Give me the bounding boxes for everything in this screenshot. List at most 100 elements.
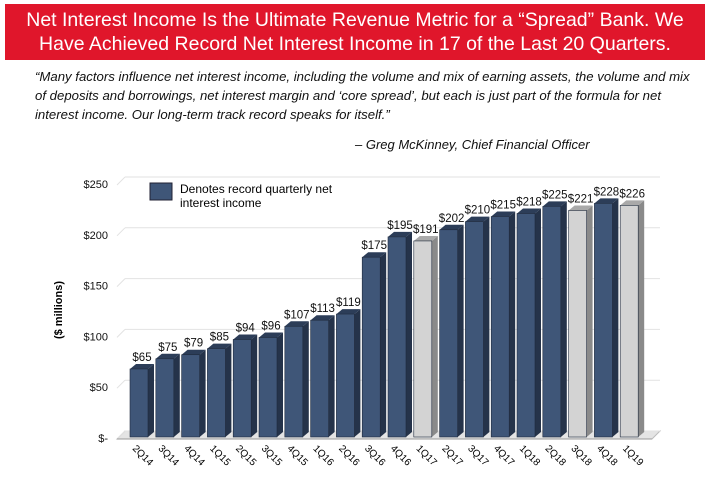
- data-label: $226: [619, 188, 645, 200]
- bar: [465, 221, 484, 438]
- page-title: Net Interest Income Is the Ultimate Reve…: [5, 4, 705, 60]
- data-label: $79: [184, 338, 203, 350]
- x-tick-label: 4Q14: [181, 443, 206, 468]
- data-label: $119: [336, 297, 361, 309]
- bar-top: [233, 334, 258, 340]
- bar-top: [284, 321, 309, 327]
- bar-side: [535, 208, 541, 437]
- data-label: $215: [490, 200, 516, 212]
- bar-top: [491, 211, 516, 217]
- bar-side: [328, 315, 335, 437]
- gridline-side: [116, 430, 126, 440]
- bar-top: [259, 332, 283, 338]
- y-tick-label: $-: [98, 433, 108, 445]
- x-tick-label: 1Q18: [517, 443, 542, 468]
- bar: [490, 216, 510, 438]
- data-label: $218: [516, 197, 542, 209]
- bar-side: [612, 198, 619, 437]
- y-tick-label: $100: [84, 331, 108, 343]
- x-tick-label: 4Q18: [594, 443, 619, 468]
- x-tick-label: 4Q15: [285, 443, 310, 468]
- bar-side: [586, 205, 593, 437]
- bar-side: [638, 200, 645, 437]
- x-tick-label: 4Q17: [491, 443, 516, 468]
- bar: [258, 337, 278, 438]
- bar-top: [594, 198, 619, 204]
- gridline-side: [116, 176, 126, 186]
- bar-side: [173, 353, 180, 437]
- bar-top: [413, 235, 438, 241]
- data-label: $195: [387, 220, 413, 232]
- bar: [310, 319, 329, 438]
- bar-top: [388, 231, 412, 237]
- data-label: $96: [261, 320, 280, 332]
- quote: “Many factors influence net interest inc…: [35, 69, 690, 122]
- bar-top: [465, 216, 490, 222]
- bar-top: [439, 224, 464, 230]
- title-text: Net Interest Income Is the Ultimate Reve…: [26, 9, 684, 55]
- gridline-side: [116, 227, 126, 237]
- data-label: $228: [594, 186, 620, 198]
- bar-top: [310, 315, 335, 321]
- y-tick-label: $50: [90, 382, 108, 394]
- x-tick-label: 3Q16: [362, 443, 387, 468]
- y-tick-label: $200: [84, 230, 108, 242]
- data-label: $107: [284, 309, 310, 321]
- bar: [336, 313, 355, 438]
- data-label: $85: [210, 332, 229, 344]
- bar-side: [380, 252, 387, 437]
- data-label: $202: [439, 213, 465, 225]
- x-tick-label: 3Q18: [568, 443, 593, 468]
- bar-side: [225, 343, 232, 437]
- bar-top: [181, 349, 206, 355]
- bar-side: [302, 321, 309, 437]
- bar: [439, 229, 458, 438]
- bar-top: [362, 252, 387, 258]
- legend-swatch: [149, 182, 173, 201]
- bar: [542, 206, 562, 438]
- bar-side: [431, 235, 438, 437]
- bar-side: [251, 334, 258, 437]
- bar: [516, 213, 536, 438]
- data-label: $221: [568, 193, 594, 205]
- bar-top: [568, 205, 593, 211]
- gridline-side: [116, 329, 126, 338]
- bar-top: [336, 309, 361, 315]
- x-tick-label: 3Q15: [259, 443, 284, 468]
- x-tick-label: 1Q19: [620, 443, 645, 468]
- bar-side: [483, 216, 490, 437]
- bar-top: [207, 343, 232, 349]
- bar: [181, 354, 200, 438]
- data-label: $75: [158, 342, 177, 354]
- bar: [594, 203, 613, 438]
- y-tick-label: $250: [84, 179, 108, 191]
- bar: [387, 236, 407, 438]
- x-tick-label: 3Q17: [465, 443, 490, 468]
- y-tick-label: $150: [84, 281, 108, 293]
- x-tick-label: 3Q14: [156, 443, 181, 468]
- x-tick-label: 2Q15: [233, 443, 258, 468]
- gridline-side: [116, 278, 126, 287]
- bar-side: [509, 211, 516, 437]
- x-tick-label: 4Q16: [388, 443, 413, 468]
- data-label: $65: [132, 352, 151, 364]
- bar-side: [199, 349, 206, 437]
- bar: [284, 325, 304, 438]
- bar-side: [406, 231, 412, 437]
- data-label: $94: [236, 322, 256, 334]
- x-tick-label: 2Q14: [130, 443, 155, 468]
- data-label: $113: [310, 303, 335, 315]
- x-tick-label: 2Q17: [439, 443, 464, 468]
- bar: [207, 348, 226, 438]
- data-label: $225: [542, 189, 568, 201]
- bar-top: [155, 353, 180, 359]
- x-tick-label: 2Q18: [543, 443, 568, 468]
- x-tick-label: 2Q16: [336, 443, 361, 468]
- bar-top: [620, 200, 645, 206]
- bar: [568, 210, 587, 438]
- y-axis-label: ($ millions): [53, 281, 65, 339]
- data-label: $210: [465, 205, 491, 217]
- bar: [232, 339, 252, 438]
- bar-top: [542, 201, 567, 207]
